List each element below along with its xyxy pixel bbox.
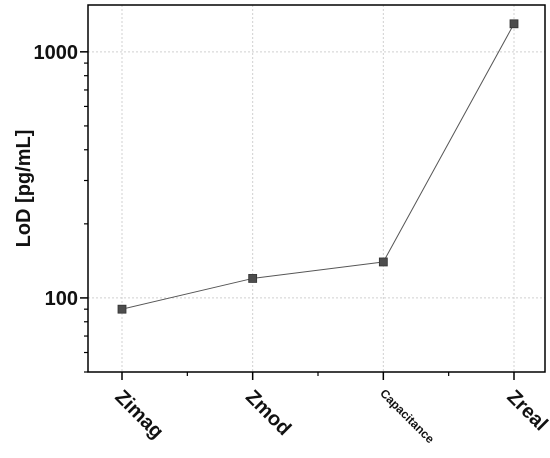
x-tick-label: Zimag <box>110 386 167 443</box>
x-axis-labels: Zimag Zmod Capacitance Zreal <box>110 386 550 446</box>
grid-lines <box>88 5 545 372</box>
x-axis-ticks <box>121 372 515 380</box>
series-line-path <box>121 23 515 310</box>
x-tick-label: Zreal <box>502 386 550 435</box>
data-point <box>117 304 127 314</box>
data-point <box>378 257 388 267</box>
y-axis-ticks: 100 1000 <box>34 42 88 373</box>
x-tick-label: Zmod <box>241 386 295 440</box>
y-axis-title: LoD [pg/mL] <box>13 130 35 248</box>
plot-frame <box>87 4 546 373</box>
x-tick-label: Capacitance <box>377 386 437 446</box>
y-tick-label: 100 <box>45 288 78 310</box>
series-line <box>121 23 515 310</box>
data-point <box>248 274 258 283</box>
data-point <box>509 19 519 29</box>
y-tick-label: 1000 <box>34 42 79 64</box>
data-points <box>117 19 519 314</box>
